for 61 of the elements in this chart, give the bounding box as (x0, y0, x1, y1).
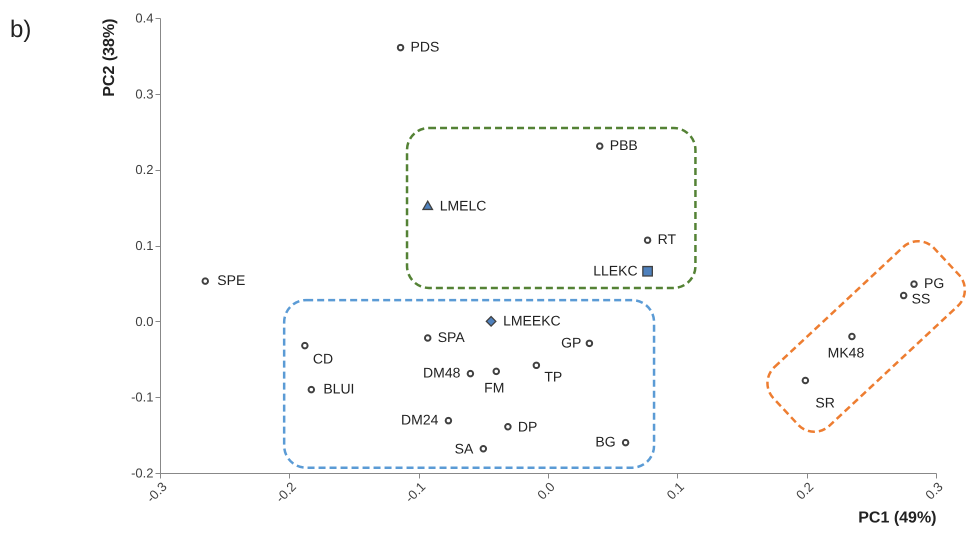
y-tick-label: -0.1 (131, 390, 154, 405)
annotation: LLEKC (593, 262, 638, 278)
point (396, 44, 404, 52)
point (848, 332, 856, 340)
x-tick-label: -0.3 (143, 479, 170, 506)
point (466, 370, 474, 378)
point (424, 334, 432, 342)
point (642, 266, 653, 277)
annotation: DM48 (423, 364, 461, 381)
point (202, 277, 210, 285)
chart-title: b) (10, 16, 32, 43)
annotation: SPA (438, 329, 466, 346)
annotation: LMEEKC (503, 312, 561, 328)
x-tick-label: -0.2 (272, 479, 300, 506)
annotation: RT (658, 231, 676, 248)
y-tick-label: 0.4 (135, 10, 154, 26)
annotation: DM24 (401, 412, 439, 428)
point (586, 340, 594, 348)
x-tick-label: 0.3 (922, 479, 946, 502)
y-tick-label: 0.3 (135, 86, 154, 102)
point (622, 438, 630, 446)
y-tick-label: 0.0 (135, 314, 154, 329)
annotation: SS (912, 290, 930, 307)
point (532, 362, 540, 370)
annotation: DP (518, 418, 538, 435)
annotation: MK48 (828, 344, 864, 360)
point (492, 368, 500, 376)
annotation: BG (595, 434, 616, 450)
point (644, 236, 652, 244)
point (900, 292, 908, 300)
annotation: PBB (610, 137, 638, 154)
point (422, 200, 434, 210)
point (596, 142, 604, 150)
x-tick-label: 0.0 (534, 479, 558, 502)
point (504, 423, 512, 430)
annotation: PG (924, 275, 944, 292)
x-tick-label: 0.2 (792, 479, 816, 502)
y-tick-label: -0.2 (131, 466, 154, 480)
point (301, 342, 309, 350)
point (486, 316, 496, 327)
annotation: PDS (410, 38, 440, 55)
annotation: GP (561, 334, 582, 350)
x-axis-title: PC1 (49%) (858, 510, 936, 527)
point (802, 376, 810, 384)
annotation: BLUI (323, 380, 354, 397)
annotation: SR (815, 394, 835, 410)
x-tick-label: -0.1 (402, 479, 428, 506)
y-tick-label: 0.1 (135, 238, 154, 253)
annotation: CD (312, 350, 334, 367)
y-tick-label: 0.2 (135, 162, 154, 178)
y-axis-title: PC2 (38%) (101, 18, 118, 97)
point (910, 280, 918, 288)
annotation: FM (484, 379, 504, 396)
annotation: SPE (217, 272, 246, 288)
annotation: SA (454, 440, 474, 457)
annotation: LMELC (440, 197, 486, 214)
point (444, 416, 452, 424)
point (308, 386, 316, 394)
annotation: TP (544, 368, 562, 384)
point (480, 445, 488, 452)
x-tick-label: 0.1 (664, 479, 688, 502)
